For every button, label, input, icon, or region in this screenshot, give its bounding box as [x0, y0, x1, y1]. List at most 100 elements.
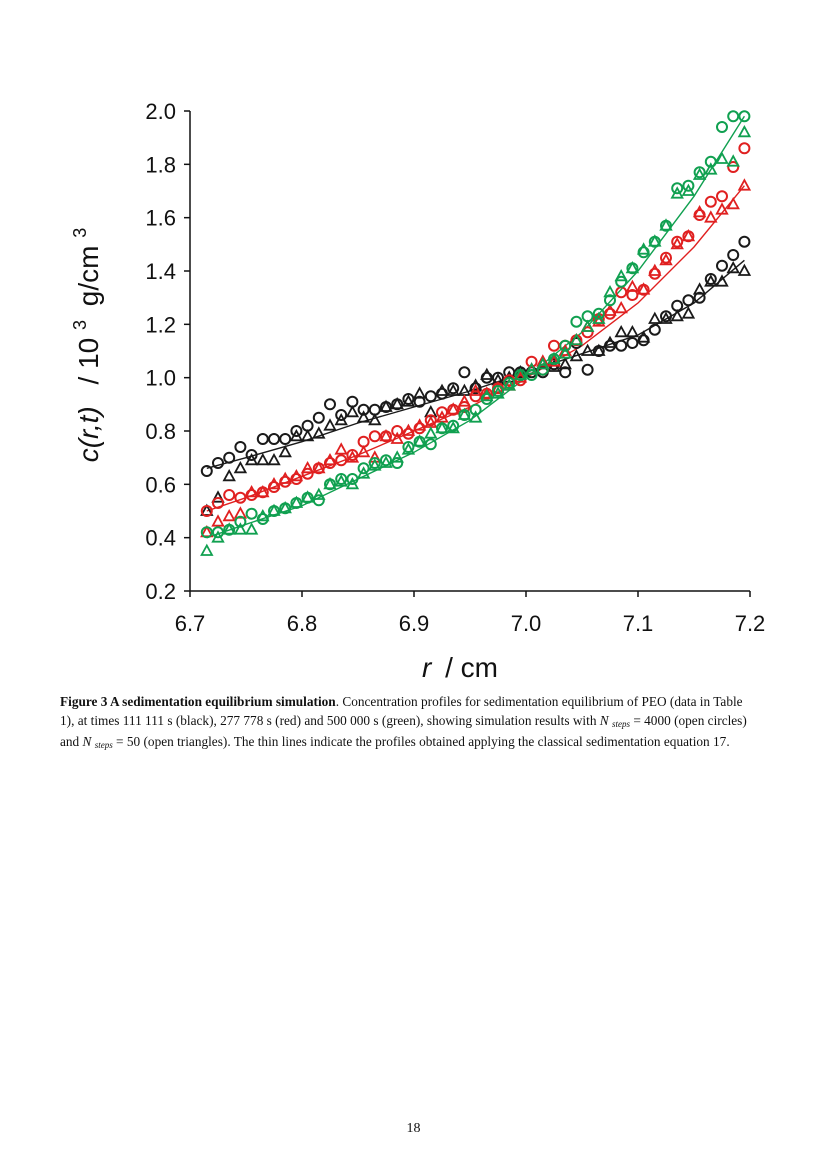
triangle-point: [659, 218, 673, 231]
triangle-point: [659, 252, 673, 266]
triangle-point: [603, 335, 617, 348]
triangle-point: [401, 423, 416, 436]
caption-text-3: = 50 (open triangles). The thin lines in…: [112, 734, 730, 749]
triangle-point: [435, 383, 449, 396]
triangle-point: [334, 442, 348, 455]
triangle-point: [468, 383, 483, 396]
triangle-point: [681, 183, 696, 196]
triangle-point: [222, 468, 236, 482]
y-tick-label: 0.6: [145, 472, 176, 497]
triangle-point: [244, 452, 259, 466]
circle-point: [626, 289, 639, 301]
triangle-point: [625, 324, 640, 338]
circle-point: [223, 489, 236, 501]
triangle-point: [323, 452, 337, 466]
circle-point: [402, 441, 415, 453]
circle-point: [200, 526, 213, 539]
triangle-point: [692, 167, 707, 180]
circle-point: [525, 355, 538, 368]
triangle-point: [681, 228, 696, 242]
circle-point: [660, 310, 672, 323]
triangle-point: [300, 460, 315, 474]
circle-point: [727, 110, 740, 123]
triangle-point: [737, 178, 752, 191]
triangle-point: [300, 428, 315, 442]
triangle-point: [513, 370, 528, 383]
triangle-point: [278, 444, 292, 458]
triangle-point: [715, 274, 729, 287]
triangle-point: [412, 434, 427, 447]
triangle-point: [200, 543, 214, 556]
triangle-point: [569, 348, 584, 362]
triangle-point: [480, 386, 494, 399]
triangle-point: [681, 306, 696, 319]
circle-point: [738, 110, 751, 123]
triangle-point: [379, 428, 393, 442]
figure-caption: Figure 3 A sedimentation equilibrium sim…: [60, 693, 760, 755]
x-axis-label: r / cm: [422, 652, 498, 683]
y-tick-label: 0.4: [145, 526, 176, 551]
triangle-point: [715, 151, 729, 164]
circle-point: [268, 433, 280, 445]
circle-point: [704, 273, 717, 285]
triangle-point: [558, 346, 572, 359]
triangle-point: [312, 426, 326, 439]
triangle-point: [412, 386, 427, 399]
triangle-point: [592, 314, 606, 327]
triangle-point: [704, 162, 718, 175]
circle-point: [256, 433, 269, 445]
circle-point: [436, 406, 448, 419]
y-tick-label: 1.2: [145, 312, 176, 337]
triangle-point: [704, 274, 718, 287]
circle-point: [693, 291, 706, 304]
circle-point: [357, 403, 370, 416]
x-tick-label: 7.0: [511, 611, 542, 636]
triangle-point: [692, 282, 707, 295]
y-tick-label: 0.2: [145, 579, 176, 604]
triangle-point: [524, 362, 539, 375]
triangle-point: [558, 356, 572, 370]
triangle-point: [390, 450, 404, 463]
caption-sub-1: steps: [612, 718, 630, 729]
model-line: [206, 115, 745, 539]
triangle-point: [267, 452, 281, 466]
x-tick-label: 6.9: [399, 611, 430, 636]
circle-point: [234, 491, 247, 504]
circle-point: [245, 449, 258, 461]
triangle-point: [278, 471, 292, 484]
triangle-point: [289, 495, 304, 508]
triangle-point: [435, 420, 449, 434]
circle-point: [660, 251, 672, 264]
circle-point: [368, 457, 381, 469]
triangle-point: [345, 450, 360, 463]
circle-point: [704, 195, 717, 208]
triangle-point: [278, 500, 292, 514]
circle-point: [335, 454, 348, 467]
triangle-point: [289, 468, 304, 482]
triangle-point: [636, 330, 651, 343]
circle-point: [391, 457, 404, 469]
y-tick-label: 0.8: [145, 419, 176, 444]
triangle-point: [356, 410, 371, 423]
circle-point: [301, 467, 314, 480]
triangle-point: [547, 351, 561, 364]
circle-point: [738, 142, 751, 155]
triangle-point: [368, 412, 382, 426]
circle-point: [716, 259, 728, 272]
triangle-point: [547, 354, 561, 367]
triangle-point: [457, 383, 472, 396]
triangle-point: [412, 418, 427, 431]
circle-point: [368, 430, 381, 443]
triangle-point: [580, 343, 595, 356]
triangle-point: [244, 484, 259, 498]
circle-point: [648, 323, 661, 336]
circle-point: [335, 409, 348, 421]
circle-point: [716, 190, 728, 203]
circle-point: [503, 377, 516, 389]
circle-point: [492, 385, 504, 397]
circle-point: [548, 339, 560, 352]
triangle-point: [480, 367, 494, 380]
triangle-point: [379, 399, 393, 412]
triangle-point: [726, 154, 740, 167]
triangle-point: [692, 204, 707, 218]
